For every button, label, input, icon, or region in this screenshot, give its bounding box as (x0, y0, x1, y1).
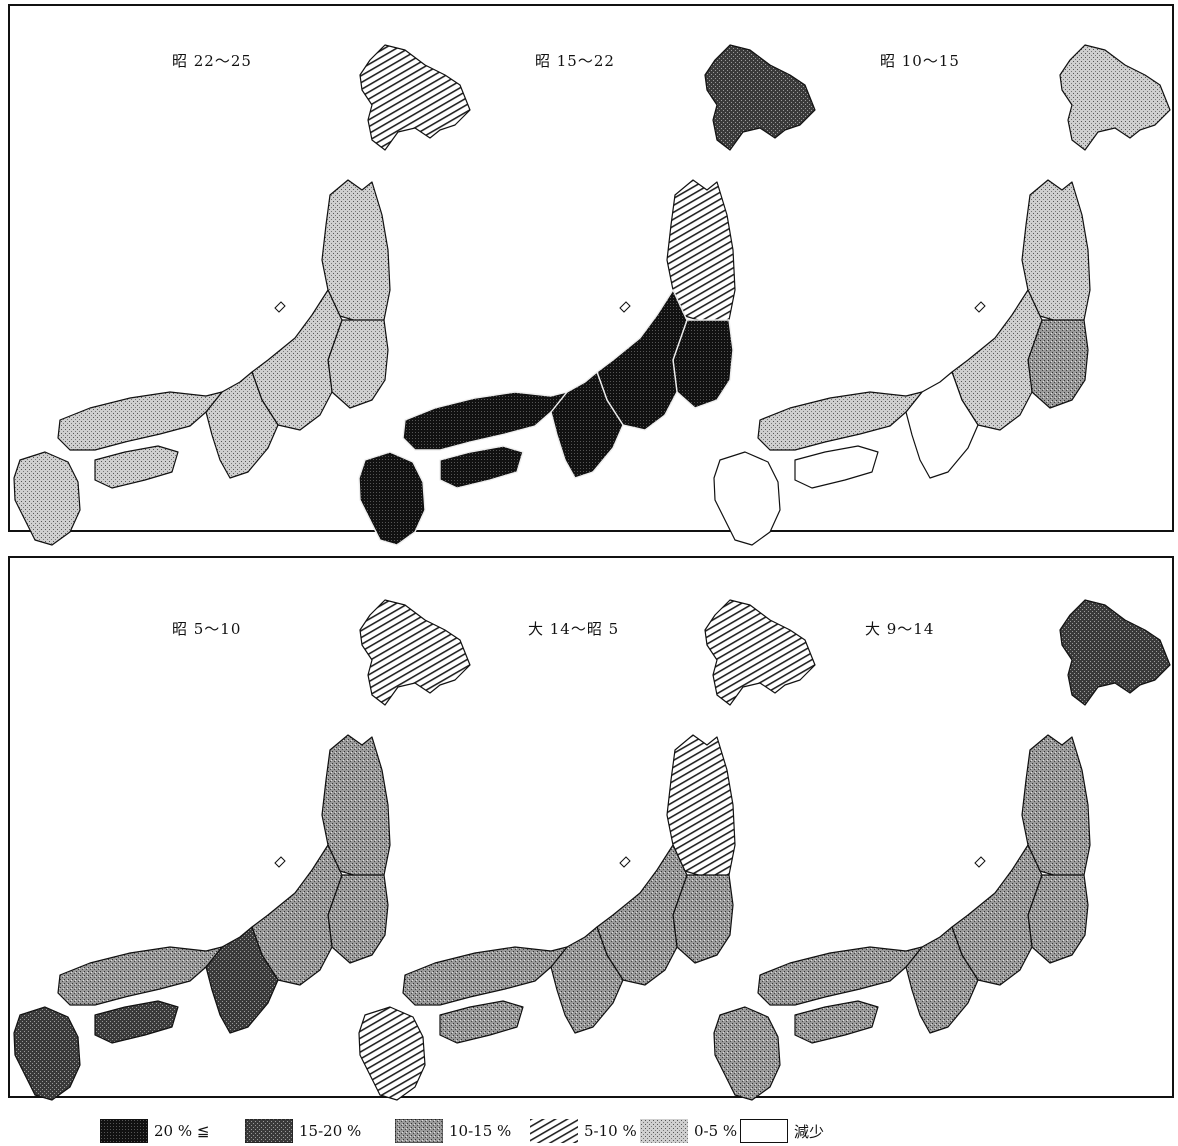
swatch-20-plus (100, 1119, 148, 1143)
legend-item-5-10: 5-10 % (530, 1118, 637, 1144)
region-kyushu (713, 1006, 781, 1101)
region-tohoku (666, 734, 736, 878)
region-hokkaido (704, 44, 816, 151)
island-outline (274, 856, 286, 868)
region-chugoku (402, 946, 568, 1006)
region-chubu (596, 844, 688, 986)
island-outline (274, 301, 286, 313)
region-kinki (205, 371, 279, 479)
region-tohoku (1021, 179, 1091, 323)
region-hokkaido (359, 44, 471, 151)
swatch-5-10 (530, 1119, 578, 1143)
map-m1 (13, 44, 471, 546)
map-m4 (13, 599, 471, 1101)
region-shikoku (94, 445, 179, 489)
region-hokkaido (359, 599, 471, 706)
legend: 20 % ≦ 15-20 % 10-15 % 5-10 % 0-5 % 減少 (100, 1118, 1100, 1144)
legend-item-10-15: 10-15 % (395, 1118, 511, 1144)
region-hokkaido (1059, 44, 1171, 151)
region-kyushu (358, 1006, 426, 1101)
region-shikoku (439, 445, 524, 489)
map-title-m4: 昭 5〜10 (172, 620, 242, 638)
map-m3 (713, 44, 1171, 546)
region-chugoku (57, 391, 223, 451)
region-chugoku (402, 391, 568, 451)
island-outline (974, 301, 986, 313)
region-kinki (905, 371, 979, 479)
island-outline (619, 301, 631, 313)
region-chugoku (757, 946, 923, 1006)
map-m2 (358, 44, 816, 546)
map-title-m2: 昭 15〜22 (535, 52, 615, 70)
legend-item-0-5: 0-5 % (640, 1118, 737, 1144)
region-kinki (905, 926, 979, 1034)
island-outline (619, 856, 631, 868)
map-title-m3: 昭 10〜15 (880, 52, 960, 70)
region-chubu (596, 289, 688, 431)
legend-item-15-20: 15-20 % (245, 1118, 361, 1144)
region-tohoku (321, 179, 391, 323)
region-kinki (205, 926, 279, 1034)
legend-label-20-plus: 20 % ≦ (154, 1122, 210, 1140)
swatch-decrease (740, 1119, 788, 1143)
region-chugoku (57, 946, 223, 1006)
legend-label-10-15: 10-15 % (449, 1122, 512, 1140)
region-hokkaido (1059, 599, 1171, 706)
legend-label-0-5: 0-5 % (694, 1122, 738, 1140)
swatch-10-15 (395, 1119, 443, 1143)
region-tohoku (666, 179, 736, 323)
region-tohoku (321, 734, 391, 878)
legend-item-20-plus: 20 % ≦ (100, 1118, 209, 1144)
region-shikoku (794, 445, 879, 489)
region-kyushu (713, 451, 781, 546)
map-title-m6: 大 9〜14 (865, 620, 935, 638)
region-shikoku (94, 1000, 179, 1044)
swatch-15-20 (245, 1119, 293, 1143)
region-kinki (550, 371, 624, 479)
swatch-0-5 (640, 1119, 688, 1143)
region-chugoku (757, 391, 923, 451)
island-outline (974, 856, 986, 868)
region-kyushu (13, 1006, 81, 1101)
map-m5 (358, 599, 816, 1101)
region-chubu (951, 844, 1043, 986)
map-m6 (713, 599, 1171, 1101)
region-kyushu (13, 451, 81, 546)
region-chubu (251, 844, 343, 986)
legend-label-5-10: 5-10 % (584, 1122, 637, 1140)
legend-label-15-20: 15-20 % (299, 1122, 362, 1140)
region-kyushu (358, 451, 426, 546)
region-chubu (951, 289, 1043, 431)
region-chubu (251, 289, 343, 431)
region-kinki (550, 926, 624, 1034)
legend-label-decrease: 減少 (794, 1122, 825, 1141)
legend-item-decrease: 減少 (740, 1118, 824, 1144)
region-shikoku (794, 1000, 879, 1044)
region-shikoku (439, 1000, 524, 1044)
region-hokkaido (704, 599, 816, 706)
map-title-m1: 昭 22〜25 (172, 52, 252, 70)
map-title-m5: 大 14〜昭 5 (528, 620, 620, 638)
region-tohoku (1021, 734, 1091, 878)
